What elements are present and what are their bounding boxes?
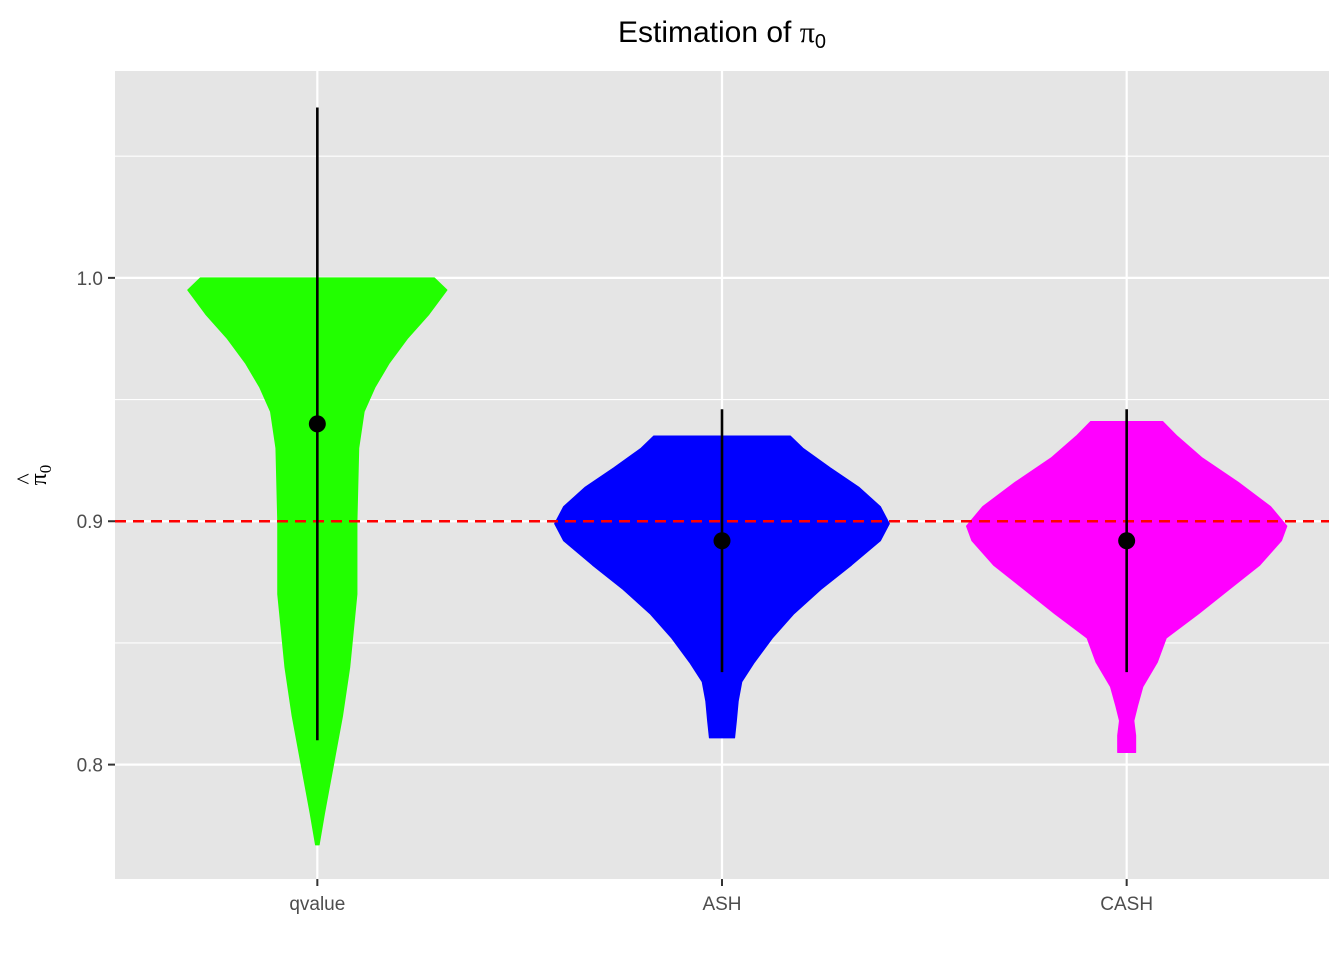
- y-axis-title-subscript: 0: [36, 465, 55, 474]
- mean-point-qvalue: [308, 415, 326, 433]
- svg-text:π0: π0: [26, 465, 55, 486]
- mean-point-cash: [1118, 532, 1136, 550]
- y-axis: 0.8 0.9 1.0: [77, 269, 115, 777]
- y-tick-label-1: 0.9: [77, 512, 103, 533]
- y-axis-title-hat: ^: [13, 473, 39, 484]
- mean-point-ash: [713, 532, 731, 550]
- chart-title-symbol: π: [800, 16, 815, 49]
- x-tick-label-ash: ASH: [702, 894, 741, 915]
- y-tick-label-0: 0.8: [77, 756, 103, 777]
- x-tick-label-qvalue: qvalue: [289, 894, 345, 915]
- y-axis-title: π0 ^: [13, 465, 55, 486]
- error-bars: [308, 107, 1136, 741]
- y-tick-label-2: 1.0: [77, 269, 103, 290]
- x-tick-label-cash: CASH: [1100, 894, 1153, 915]
- y-axis-title-symbol: π: [26, 473, 52, 485]
- chart-title-subscript: 0: [815, 31, 826, 53]
- chart-title: Estimation of π0: [618, 16, 826, 53]
- x-axis: qvalue ASH CASH: [289, 879, 1153, 915]
- chart-title-main: Estimation of: [618, 16, 800, 49]
